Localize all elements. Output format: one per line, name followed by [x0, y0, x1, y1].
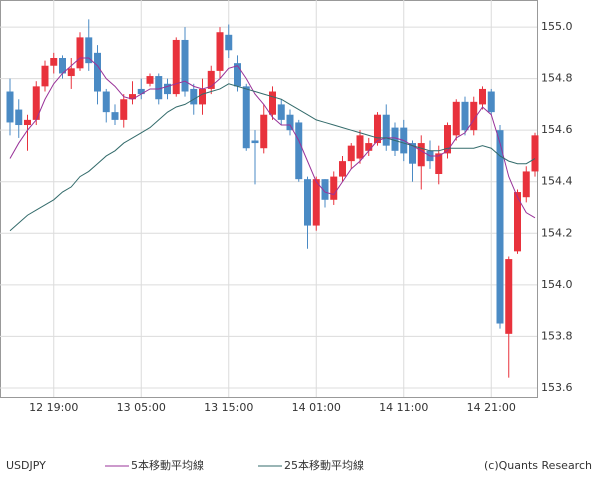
legend-label: 25本移動平均線 — [284, 458, 364, 472]
candle-body — [50, 58, 58, 66]
y-tick-label: 154.8 — [541, 72, 573, 85]
candle-body — [277, 104, 285, 120]
candle-body — [146, 76, 154, 84]
candle-body — [531, 135, 539, 172]
candle-body — [181, 39, 189, 92]
candle-body — [94, 52, 101, 92]
moving-average-line — [9, 83, 536, 232]
candle-body — [409, 143, 416, 164]
candle-body — [216, 32, 224, 71]
candle-body — [137, 88, 145, 95]
candle-body — [496, 130, 504, 324]
candle-body — [76, 37, 84, 69]
candle-body — [15, 109, 23, 126]
x-tick-label: 12 19:00 — [29, 401, 78, 414]
x-tick-label: 14 11:00 — [379, 401, 428, 414]
candle-body — [461, 101, 469, 131]
candle-body — [172, 39, 180, 95]
candle-body — [41, 65, 49, 87]
candle-body — [6, 91, 14, 123]
candle-body — [85, 37, 93, 64]
x-tick-label: 13 05:00 — [117, 401, 166, 414]
candle-body — [417, 143, 425, 167]
candle-body — [470, 101, 478, 131]
candle-body — [321, 179, 329, 200]
candle-body — [190, 88, 198, 105]
candle-body — [505, 259, 513, 334]
plot-area — [0, 0, 538, 398]
y-tick-label: 154.0 — [541, 278, 573, 291]
candle-body — [435, 153, 443, 175]
candle-body — [164, 83, 171, 95]
symbol: USDJPY — [6, 459, 46, 472]
credit: (c)Quants Research — [484, 459, 592, 472]
candle-body — [330, 176, 338, 200]
y-tick-label: 155.0 — [541, 20, 573, 33]
candle-body — [452, 101, 460, 136]
candle-body — [347, 145, 355, 162]
candle-body — [129, 94, 136, 100]
candle-body — [356, 135, 364, 159]
candle-body — [120, 99, 128, 120]
candle-body — [24, 119, 31, 126]
candle-body — [514, 192, 521, 252]
candle-body — [234, 63, 241, 87]
candle-body — [382, 114, 390, 146]
y-tick-label: 154.6 — [541, 123, 573, 136]
candle-body — [479, 88, 486, 105]
candle-body — [487, 91, 495, 113]
candle-body — [111, 112, 119, 120]
candle-body — [522, 171, 530, 198]
x-tick-label: 14 01:00 — [292, 401, 341, 414]
x-tick-label: 13 15:00 — [204, 401, 253, 414]
candle-body — [391, 127, 399, 151]
x-tick-label: 14 21:00 — [467, 401, 516, 414]
candle-body — [207, 70, 215, 89]
candle-body — [251, 140, 259, 144]
candle-body — [32, 86, 40, 120]
candle-body — [225, 34, 233, 51]
candle-body — [155, 76, 163, 100]
candle-body — [295, 122, 303, 180]
candle-body — [242, 86, 250, 149]
moving-average-line — [9, 57, 536, 219]
candle-body — [365, 143, 373, 151]
candle-body — [304, 179, 311, 226]
candle-body — [260, 114, 268, 149]
candle-body — [444, 125, 451, 154]
candle-body — [269, 91, 276, 115]
candle-body — [339, 161, 346, 177]
y-tick-label: 153.8 — [541, 329, 573, 342]
candle-body — [102, 91, 110, 113]
candle-body — [286, 114, 294, 131]
candle-body — [374, 114, 381, 144]
y-tick-label: 154.4 — [541, 175, 573, 188]
y-tick-label: 154.2 — [541, 226, 573, 239]
candle-body — [59, 58, 66, 74]
legend-label: 5本移動平均線 — [131, 458, 204, 472]
y-tick-label: 153.6 — [541, 381, 573, 394]
candle-body — [312, 179, 320, 226]
candle-body — [199, 88, 206, 105]
candle-body — [67, 68, 75, 77]
